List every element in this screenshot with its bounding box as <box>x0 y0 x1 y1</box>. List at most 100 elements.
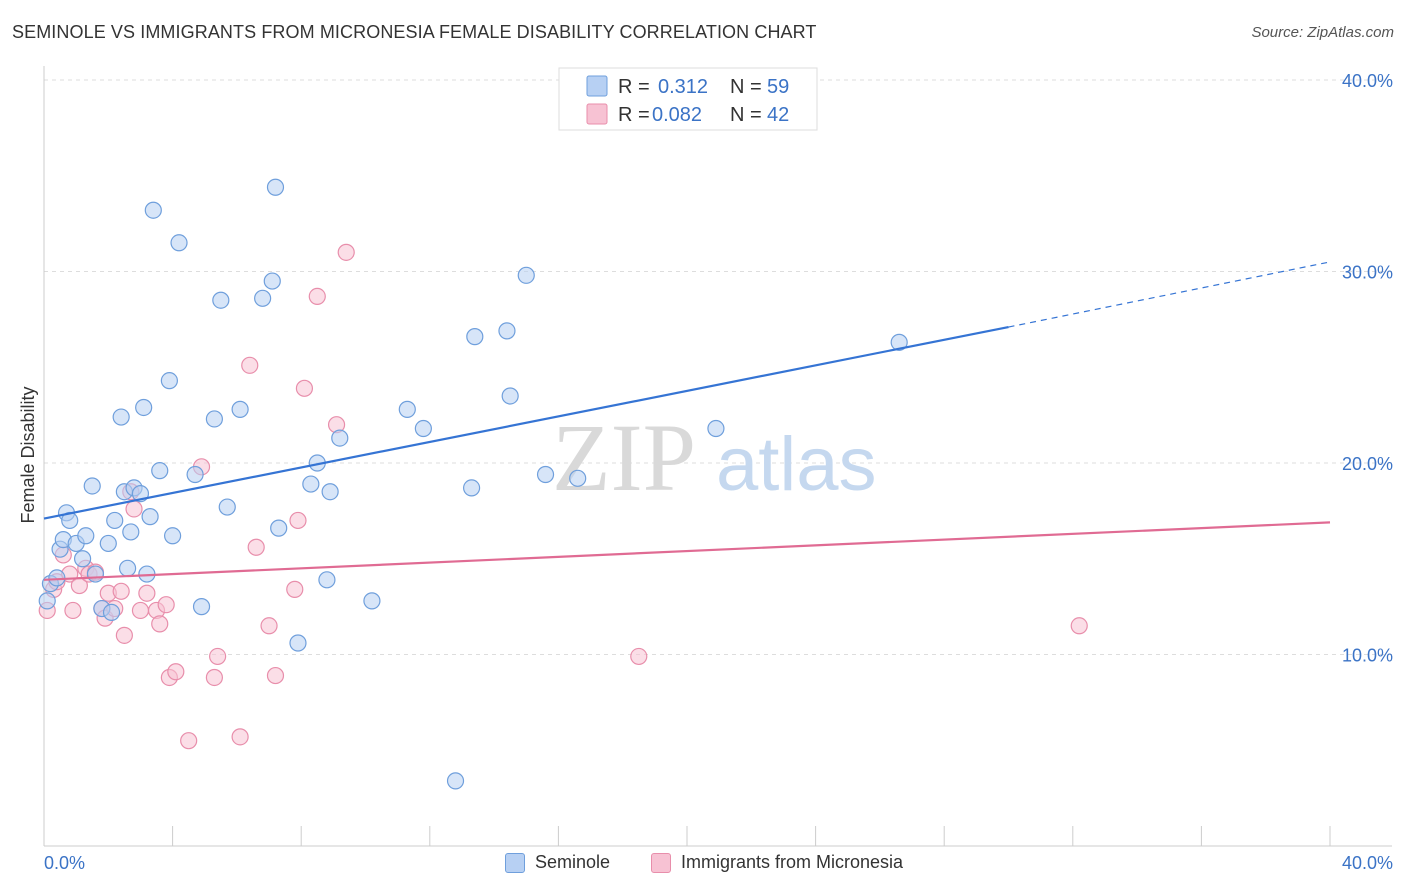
data-point-seminole <box>77 527 95 545</box>
data-point-seminole <box>462 479 481 497</box>
data-point-seminole <box>212 291 230 309</box>
data-point-micronesia <box>231 728 249 746</box>
data-point-micronesia <box>266 666 285 685</box>
data-point-seminole <box>318 571 336 589</box>
y-tick-label: 40.0% <box>1342 71 1393 91</box>
data-point-seminole <box>254 289 272 307</box>
watermark: ZIP atlas <box>552 404 877 511</box>
data-point-seminole <box>890 333 908 351</box>
data-point-seminole <box>501 387 519 405</box>
data-point-micronesia <box>209 647 227 666</box>
data-point-seminole <box>164 527 182 545</box>
legend-r-label: R = <box>618 76 650 98</box>
data-point-seminole <box>141 508 159 526</box>
axes-layer <box>43 66 1392 847</box>
legend-r-value: 0.082 <box>652 104 702 126</box>
data-point-seminole <box>231 400 249 418</box>
data-point-seminole <box>498 322 516 340</box>
legend-swatch-seminole <box>586 75 608 97</box>
data-point-seminole <box>569 469 587 487</box>
y-axis-label: Female Disability <box>18 386 38 523</box>
data-point-seminole <box>192 598 211 616</box>
data-point-micronesia <box>151 615 169 633</box>
legend-n-value: 59 <box>767 76 789 98</box>
data-point-seminole <box>218 498 236 516</box>
y-tick-label: 10.0% <box>1342 646 1393 666</box>
legend-item-micronesia[interactable]: Immigrants from Micronesia <box>651 852 903 873</box>
chart-title: SEMINOLE VS IMMIGRANTS FROM MICRONESIA F… <box>12 22 817 42</box>
data-point-micronesia <box>131 601 150 620</box>
source-label: Source: ZipAtlas.com <box>1251 24 1394 41</box>
data-point-seminole <box>446 772 465 790</box>
data-point-micronesia <box>241 356 259 374</box>
data-point-seminole <box>38 592 56 610</box>
data-point-seminole <box>122 523 140 541</box>
data-point-seminole <box>112 408 130 426</box>
data-point-seminole <box>86 565 105 583</box>
data-point-micronesia <box>630 647 648 666</box>
legend-n-label: N = <box>730 76 762 98</box>
data-point-micronesia <box>125 500 143 518</box>
data-point-micronesia <box>138 584 156 602</box>
watermark-atlas: atlas <box>716 422 877 507</box>
data-point-seminole <box>186 465 204 484</box>
data-point-micronesia <box>286 580 304 598</box>
data-point-seminole <box>144 201 162 219</box>
data-point-seminole <box>106 511 124 530</box>
data-point-seminole <box>118 559 137 577</box>
data-point-seminole <box>160 372 178 390</box>
data-point-micronesia <box>1070 617 1088 635</box>
data-point-micronesia <box>337 243 355 261</box>
data-point-seminole <box>466 328 484 346</box>
data-point-seminole <box>135 398 153 417</box>
data-point-seminole <box>707 419 725 438</box>
data-point-seminole <box>83 477 101 495</box>
data-point-seminole <box>331 429 349 447</box>
data-point-seminole <box>102 603 121 621</box>
data-point-micronesia <box>167 663 185 681</box>
data-point-micronesia <box>260 617 278 635</box>
data-point-seminole <box>414 419 432 438</box>
data-point-seminole <box>205 410 223 428</box>
legend-item-seminole[interactable]: Seminole <box>505 852 610 873</box>
grid-layer <box>44 79 1392 655</box>
trend-line-seminole <box>43 325 1009 520</box>
data-point-micronesia <box>180 732 198 750</box>
legend-swatch-micronesia <box>651 852 671 873</box>
data-point-seminole <box>363 592 381 610</box>
legend-r-value: 0.312 <box>658 76 708 98</box>
y-tick-label: 30.0% <box>1342 263 1393 283</box>
data-point-seminole <box>517 266 535 284</box>
data-point-seminole <box>266 178 285 196</box>
legend-top: R = 0.312 N = 59 R = 0.082 N = 42 <box>558 67 818 131</box>
data-point-seminole <box>99 534 117 553</box>
legend-n-value: 42 <box>767 104 789 126</box>
data-point-micronesia <box>289 511 307 530</box>
y-tick-label: 20.0% <box>1342 454 1393 474</box>
data-point-micronesia <box>247 538 265 556</box>
data-point-seminole <box>170 234 188 252</box>
data-point-seminole <box>289 634 307 652</box>
legend-label-seminole: Seminole <box>535 852 611 872</box>
data-point-seminole <box>263 272 281 290</box>
x-tick-label: 40.0% <box>1342 853 1393 873</box>
legend-swatch-seminole <box>505 852 525 873</box>
data-point-micronesia <box>157 596 175 614</box>
trend-line-seminole-extension <box>1008 261 1331 328</box>
legend-bottom: Seminole Immigrants from Micronesia <box>0 852 1406 878</box>
legend-n-label: N = <box>730 104 762 126</box>
watermark-zip: ZIP <box>552 404 696 511</box>
data-point-seminole <box>536 465 555 484</box>
legend-label-micronesia: Immigrants from Micronesia <box>681 852 904 872</box>
data-point-micronesia <box>115 626 133 644</box>
data-point-micronesia <box>205 668 223 687</box>
data-point-seminole <box>302 475 320 493</box>
legend-swatch-micronesia <box>586 103 608 125</box>
tick-labels: 10.0% 20.0% 30.0% 40.0% 0.0% 40.0% <box>44 71 1393 873</box>
data-point-seminole <box>398 400 416 418</box>
data-point-seminole <box>270 519 288 537</box>
data-point-micronesia <box>112 582 130 600</box>
data-point-micronesia <box>64 601 82 620</box>
data-point-seminole <box>321 483 339 501</box>
